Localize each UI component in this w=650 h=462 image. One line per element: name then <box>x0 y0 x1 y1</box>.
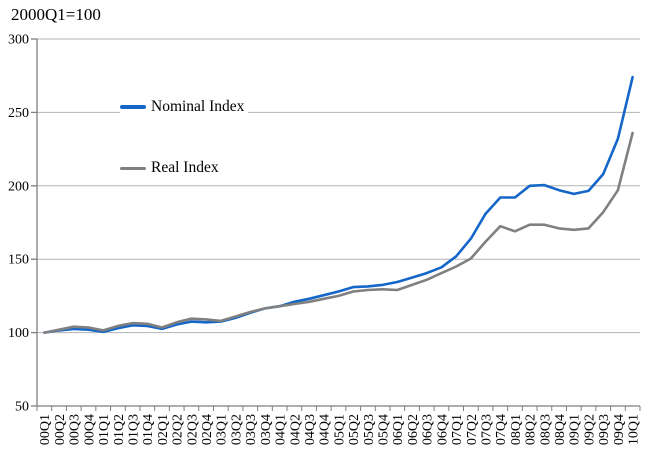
x-tick-label: 09Q1 <box>568 414 583 445</box>
x-tick-label: 08Q2 <box>524 414 539 445</box>
x-tick-label: 06Q1 <box>391 414 406 445</box>
x-tick-label: 03Q3 <box>244 414 259 445</box>
x-tick-label: 02Q3 <box>185 414 200 445</box>
x-tick-label: 07Q1 <box>450 414 465 445</box>
x-tick-label: 06Q4 <box>435 414 450 445</box>
y-tick-label: 200 <box>8 179 29 194</box>
x-tick-label: 03Q2 <box>229 414 244 445</box>
x-tick-label: 04Q4 <box>318 414 333 445</box>
x-tick-label: 00Q1 <box>38 414 53 445</box>
x-tick-label: 01Q1 <box>97 414 112 445</box>
x-tick-label: 04Q1 <box>274 414 289 445</box>
x-tick-label: 02Q4 <box>200 414 215 445</box>
x-tick-label: 02Q2 <box>171 414 186 445</box>
series-line-real-index <box>43 131 634 334</box>
x-tick-label: 08Q4 <box>553 414 568 445</box>
x-tick-label: 05Q4 <box>377 414 392 445</box>
series-line-nominal-index <box>43 75 634 334</box>
x-tick-label: 01Q3 <box>126 414 141 445</box>
y-tick-label: 100 <box>8 326 29 341</box>
x-tick-label: 01Q2 <box>112 414 127 445</box>
y-tick-label: 250 <box>8 106 29 121</box>
x-tick-label: 05Q3 <box>362 414 377 445</box>
x-tick-label: 03Q4 <box>259 414 274 445</box>
x-tick-label: 00Q4 <box>82 414 97 445</box>
x-tick-label: 07Q3 <box>479 414 494 445</box>
x-tick-label: 02Q1 <box>156 414 171 445</box>
y-tick-label: 150 <box>8 253 29 268</box>
legend-label-nominal: Nominal Index <box>151 98 245 115</box>
legend-entry-nominal: Nominal Index <box>120 96 249 118</box>
x-tick-label: 01Q4 <box>141 414 156 445</box>
legend-label-real: Real Index <box>151 159 219 176</box>
x-tick-label: 00Q2 <box>53 414 68 445</box>
x-tick-label: 05Q2 <box>347 414 362 445</box>
x-tick-label: 06Q2 <box>406 414 421 445</box>
y-tick-label: 50 <box>15 400 29 415</box>
x-tick-label: 10Q1 <box>627 414 642 445</box>
x-tick-label: 00Q3 <box>68 414 83 445</box>
x-tick-label: 07Q4 <box>494 414 509 445</box>
x-tick-label: 07Q2 <box>465 414 480 445</box>
y-tick-label: 300 <box>8 33 29 48</box>
x-tick-label: 04Q3 <box>303 414 318 445</box>
x-tick-label: 09Q2 <box>582 414 597 445</box>
x-tick-label: 04Q2 <box>288 414 303 445</box>
nominal-series-swatch-icon <box>120 105 146 109</box>
x-tick-label: 09Q3 <box>597 414 612 445</box>
chart-title: 2000Q1=100 <box>11 5 101 24</box>
real-series-swatch-icon <box>120 166 146 170</box>
x-tick-label: 06Q3 <box>421 414 436 445</box>
x-tick-label: 08Q3 <box>538 414 553 445</box>
x-tick-label: 05Q1 <box>332 414 347 445</box>
x-tick-label: 09Q4 <box>612 414 627 445</box>
x-tick-label: 08Q1 <box>509 414 524 445</box>
legend-entry-real: Real Index <box>120 157 223 179</box>
x-tick-label: 03Q1 <box>215 414 230 445</box>
